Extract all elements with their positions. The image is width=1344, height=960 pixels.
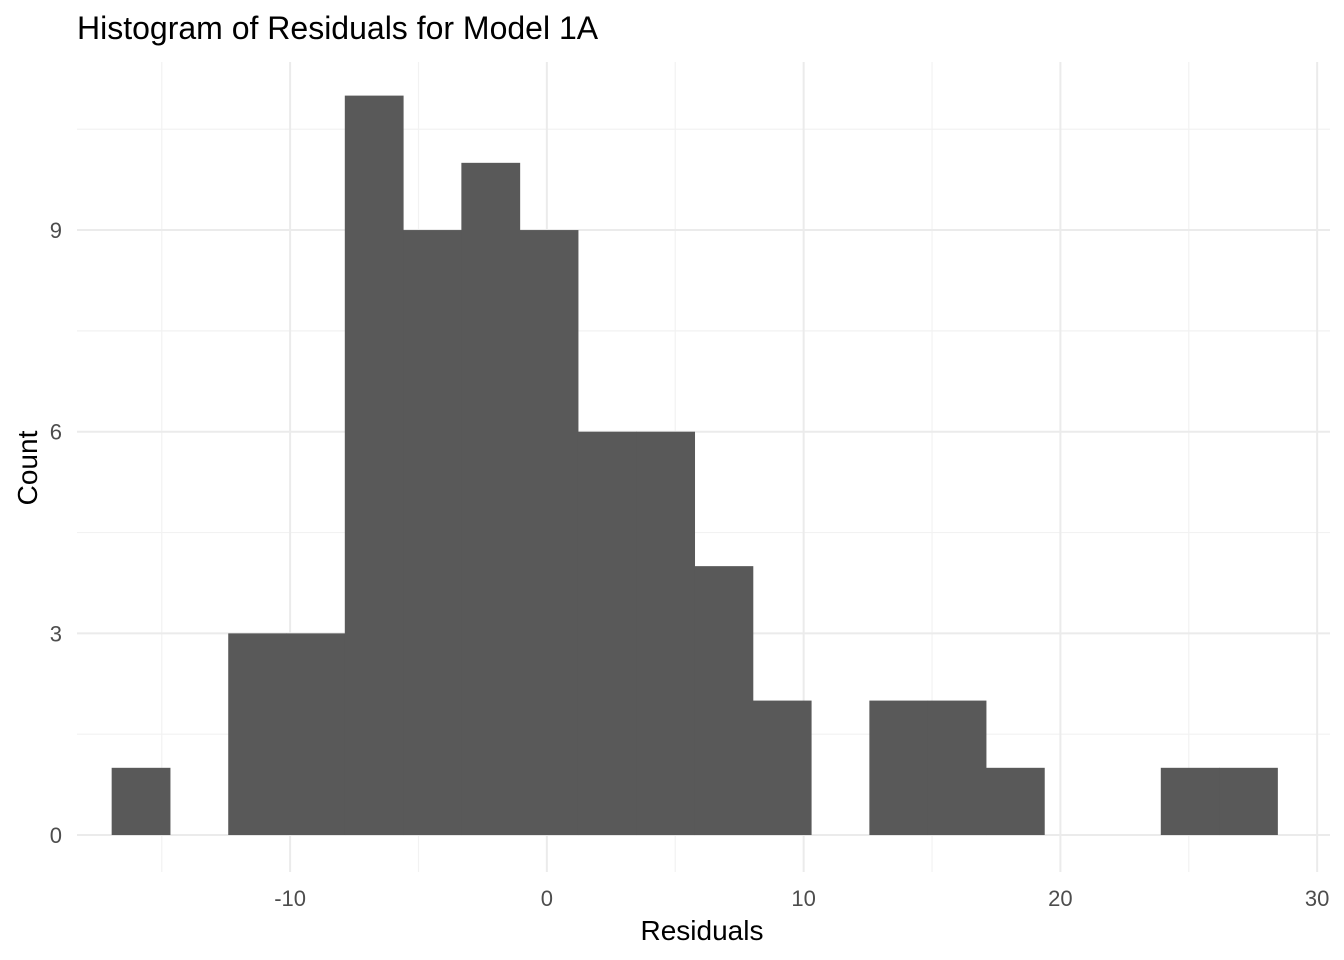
histogram-bar — [461, 162, 521, 836]
y-tick-label: 9 — [50, 218, 62, 243]
histogram-bar — [1160, 767, 1220, 836]
y-axis-tick-labels: 0 3 6 9 — [50, 218, 62, 848]
y-tick-label: 6 — [50, 420, 62, 445]
histogram-bar — [403, 230, 462, 836]
histogram-bar — [577, 431, 637, 836]
chart-title: Histogram of Residuals for Model 1A — [77, 10, 599, 46]
histogram-bar — [985, 767, 1045, 836]
x-tick-label: 10 — [791, 886, 815, 911]
x-tick-label: -10 — [274, 886, 306, 911]
histogram-bars — [111, 95, 1278, 836]
y-axis-title: Count — [12, 430, 43, 505]
histogram-bar — [228, 633, 288, 836]
histogram-bar — [752, 700, 812, 836]
x-tick-label: 30 — [1305, 886, 1329, 911]
histogram-bar — [286, 633, 346, 836]
histogram-bar — [1219, 767, 1278, 836]
histogram-bar — [111, 767, 171, 836]
histogram-bar — [869, 700, 929, 836]
histogram-bar — [694, 566, 754, 836]
x-tick-label: 20 — [1048, 886, 1072, 911]
histogram-bar — [519, 230, 579, 836]
histogram-bar — [927, 700, 987, 836]
histogram-bar — [636, 431, 696, 836]
x-axis-tick-labels: -10 0 10 20 30 — [274, 886, 1329, 911]
y-tick-label: 3 — [50, 621, 62, 646]
x-axis-title: Residuals — [641, 915, 764, 946]
y-tick-label: 0 — [50, 823, 62, 848]
major-gridlines — [77, 62, 1330, 872]
histogram-bar — [344, 95, 404, 836]
x-tick-label: 0 — [541, 886, 553, 911]
